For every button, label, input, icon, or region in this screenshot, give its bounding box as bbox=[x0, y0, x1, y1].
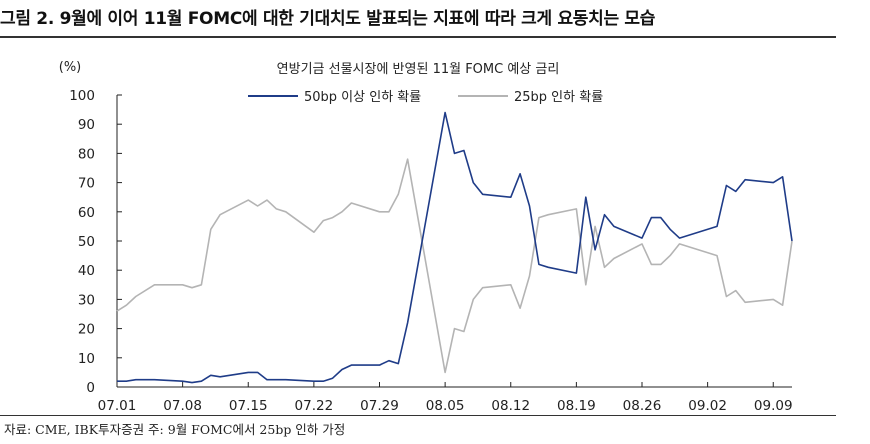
y-axis-unit: (%) bbox=[59, 60, 82, 75]
x-tick-label: 08.19 bbox=[557, 398, 596, 414]
x-tick-label: 08.05 bbox=[426, 398, 465, 414]
x-tick-label: 07.29 bbox=[360, 398, 399, 414]
series-line-2 bbox=[116, 158, 793, 374]
y-tick-label: 0 bbox=[86, 380, 95, 396]
y-tick-label: 70 bbox=[78, 176, 95, 192]
legend-label-2: 25bp 인하 확률 bbox=[514, 90, 603, 105]
source-rule bbox=[0, 415, 836, 416]
y-tick-label: 50 bbox=[78, 234, 95, 250]
source-note: 자료: CME, IBK투자증권 주: 9월 FOMC에서 25bp 인하 가정 bbox=[4, 422, 346, 437]
y-tick-label: 40 bbox=[78, 263, 95, 279]
x-tick-label: 08.12 bbox=[491, 398, 530, 414]
y-tick-label: 100 bbox=[69, 88, 95, 104]
y-tick-label: 30 bbox=[78, 292, 95, 308]
x-tick-label: 07.22 bbox=[295, 398, 334, 414]
series-line-1 bbox=[117, 111, 793, 384]
x-tick-label: 09.09 bbox=[754, 398, 793, 414]
x-tick-label: 07.08 bbox=[163, 398, 202, 414]
x-tick-label: 07.01 bbox=[98, 398, 137, 414]
chart-title: 연방기금 선물시장에 반영된 11월 FOMC 예상 금리 bbox=[277, 62, 560, 77]
y-tick-label: 10 bbox=[78, 351, 95, 367]
y-tick-label: 20 bbox=[78, 322, 95, 338]
y-tick-label: 80 bbox=[78, 146, 95, 162]
legend-label-1: 50bp 이상 인하 확률 bbox=[304, 90, 421, 105]
x-tick-label: 08.26 bbox=[623, 398, 662, 414]
y-tick-label: 90 bbox=[78, 117, 95, 133]
y-tick-label: 60 bbox=[78, 205, 95, 221]
title-rule bbox=[0, 36, 836, 38]
x-tick-label: 09.02 bbox=[688, 398, 727, 414]
x-tick-label: 07.15 bbox=[229, 398, 268, 414]
figure-title: 그림 2. 9월에 이어 11월 FOMC에 대한 기대치도 발표되는 지표에 … bbox=[0, 9, 656, 29]
